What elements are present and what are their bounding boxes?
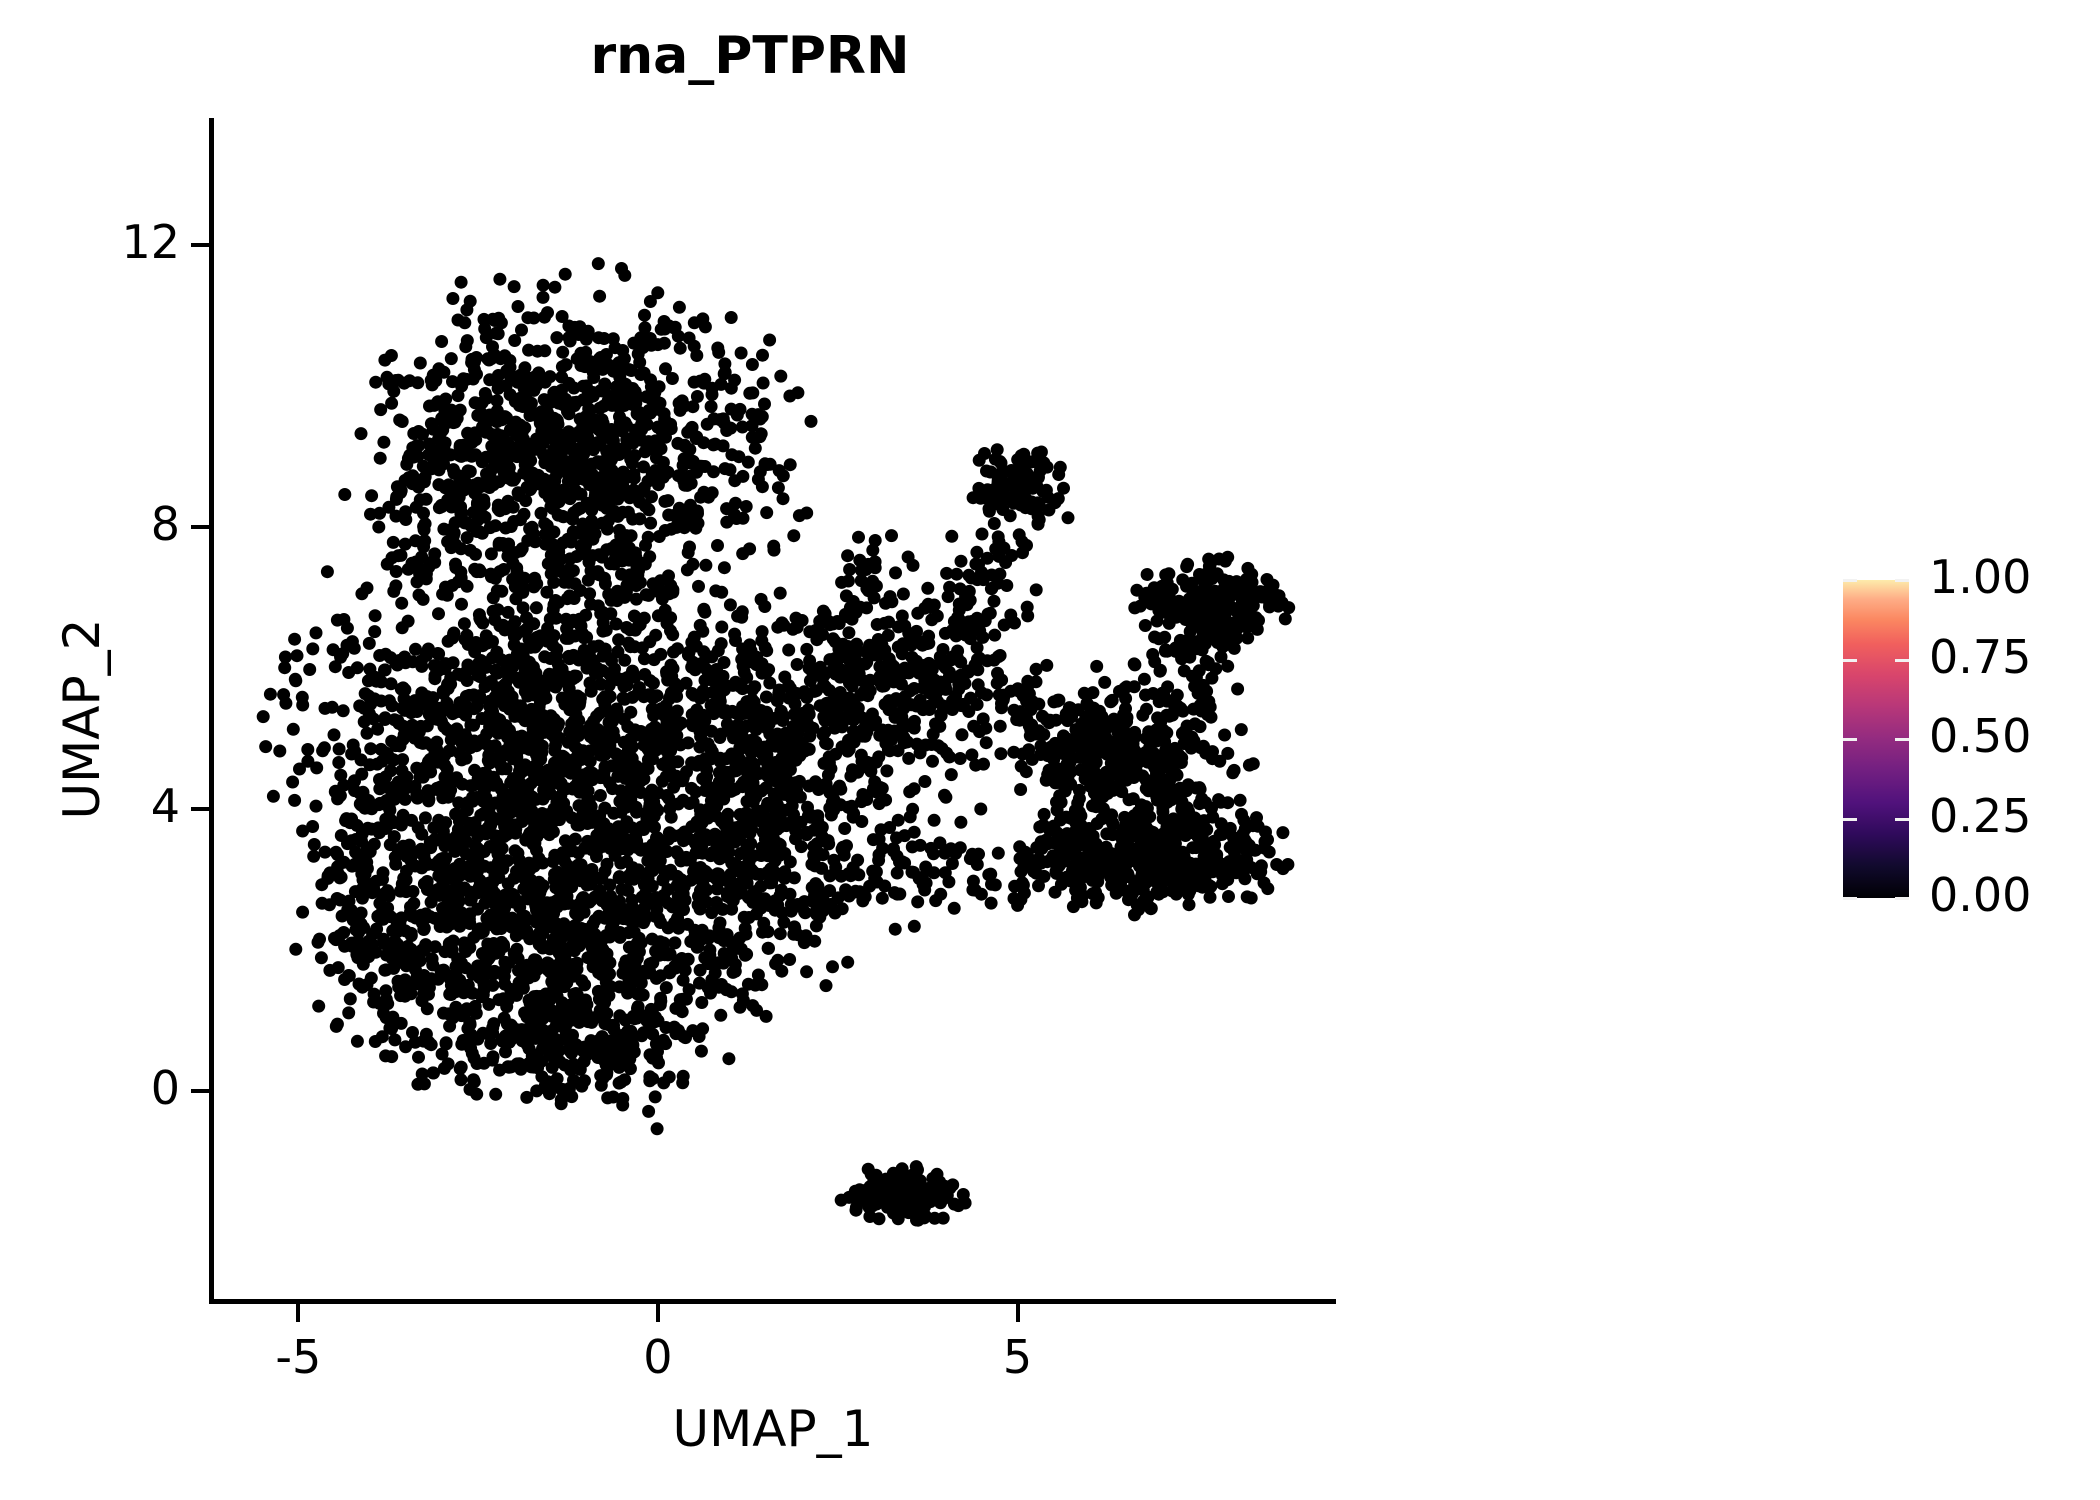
x-tick-mark (296, 1304, 301, 1322)
colorbar-tick-label: 0.00 (1929, 868, 2032, 922)
scatter-points-layer (256, 257, 1296, 1227)
colorbar-tick-label: 1.00 (1929, 550, 2032, 604)
y-tick-mark (191, 242, 209, 247)
chart-title: rna_PTPRN (590, 26, 910, 86)
colorbar-tick-label: 0.75 (1929, 629, 2032, 684)
y-tick-mark (191, 524, 209, 529)
y-tick-label: 0 (150, 1060, 180, 1115)
colorbar-tick-mark (1895, 738, 1909, 741)
colorbar-tick-mark (1895, 897, 1909, 900)
colorbar-tick-mark (1843, 897, 1857, 900)
colorbar-tick-mark (1895, 817, 1909, 821)
y-axis-spine (209, 118, 214, 1304)
y-tick-label: 12 (121, 214, 180, 269)
x-tick-label: -5 (275, 1330, 322, 1384)
colorbar-tick-mark (1843, 817, 1857, 821)
y-axis-label: UMAP_2 (53, 618, 111, 820)
x-tick-label: 0 (643, 1330, 673, 1384)
x-tick-mark (1015, 1304, 1020, 1322)
x-tick-mark (655, 1304, 660, 1322)
x-axis-spine (209, 1299, 1336, 1304)
y-tick-label: 4 (150, 778, 180, 833)
plot-area (212, 118, 1334, 1302)
x-axis-label: UMAP_1 (672, 1400, 874, 1458)
x-tick-label: 5 (1002, 1330, 1033, 1384)
colorbar-tick-mark (1895, 579, 1909, 582)
colorbar-tick-label: 0.25 (1929, 788, 2032, 843)
colorbar-tick-mark (1843, 579, 1857, 582)
y-tick-label: 8 (150, 496, 180, 551)
y-tick-mark (191, 806, 209, 811)
colorbar-tick-label: 0.50 (1929, 709, 2032, 763)
colorbar-tick-mark (1843, 658, 1857, 662)
colorbar-tick-mark (1895, 658, 1909, 662)
colorbar-tick-mark (1843, 738, 1857, 741)
y-tick-mark (191, 1088, 209, 1093)
